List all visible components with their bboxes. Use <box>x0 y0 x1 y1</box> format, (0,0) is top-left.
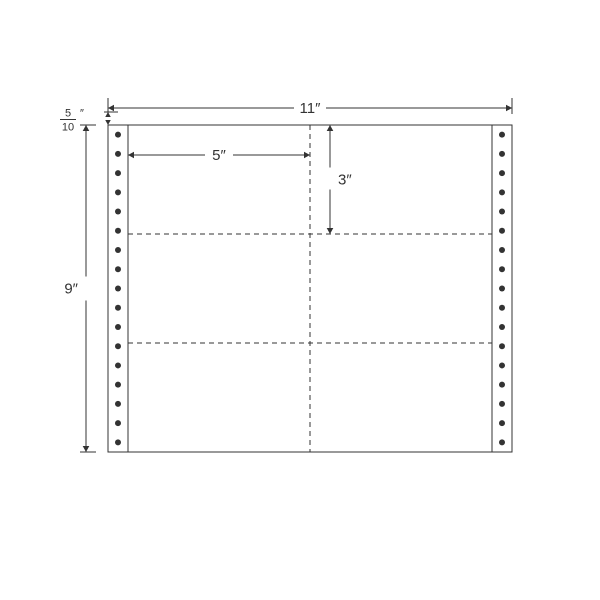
dimension-height: 9″ <box>64 281 78 298</box>
sprocket-hole <box>499 266 505 272</box>
sprocket-hole <box>115 382 121 388</box>
sprocket-hole <box>115 439 121 445</box>
sprocket-hole <box>115 362 121 368</box>
sprocket-hole <box>499 286 505 292</box>
dimension-top-margin-unit: ″ <box>80 108 84 120</box>
sprocket-hole <box>115 209 121 215</box>
sprocket-hole <box>115 286 121 292</box>
sprocket-hole <box>115 401 121 407</box>
sprocket-hole <box>499 151 505 157</box>
sprocket-hole <box>499 401 505 407</box>
label-sheet-diagram: 11″ 9″ 5 10 ″ 5″ 3″ <box>0 0 600 600</box>
sprocket-hole <box>499 382 505 388</box>
sprocket-hole <box>499 324 505 330</box>
sprocket-hole <box>115 132 121 138</box>
sprocket-hole <box>115 305 121 311</box>
sprocket-hole <box>115 228 121 234</box>
sprocket-hole <box>115 266 121 272</box>
sprocket-hole <box>115 324 121 330</box>
dimension-top-margin-num: 5 <box>65 108 71 120</box>
sprocket-hole <box>499 189 505 195</box>
sprocket-hole <box>115 420 121 426</box>
sprocket-hole <box>499 362 505 368</box>
sprocket-hole <box>115 189 121 195</box>
dimension-top-margin-den: 10 <box>62 122 74 134</box>
sprocket-hole <box>499 209 505 215</box>
dimension-cell-width: 5″ <box>212 147 226 164</box>
sprocket-hole <box>499 305 505 311</box>
sprocket-hole <box>499 132 505 138</box>
sprocket-hole <box>115 151 121 157</box>
dimension-cell-height: 3″ <box>338 172 352 189</box>
sprocket-hole <box>499 439 505 445</box>
dimension-width: 11″ <box>300 100 322 117</box>
sprocket-hole <box>499 170 505 176</box>
sprocket-hole <box>499 343 505 349</box>
sprocket-hole <box>115 247 121 253</box>
sprocket-hole <box>499 420 505 426</box>
sprocket-hole <box>115 343 121 349</box>
sprocket-hole <box>499 247 505 253</box>
sprocket-hole <box>499 228 505 234</box>
sprocket-hole <box>115 170 121 176</box>
